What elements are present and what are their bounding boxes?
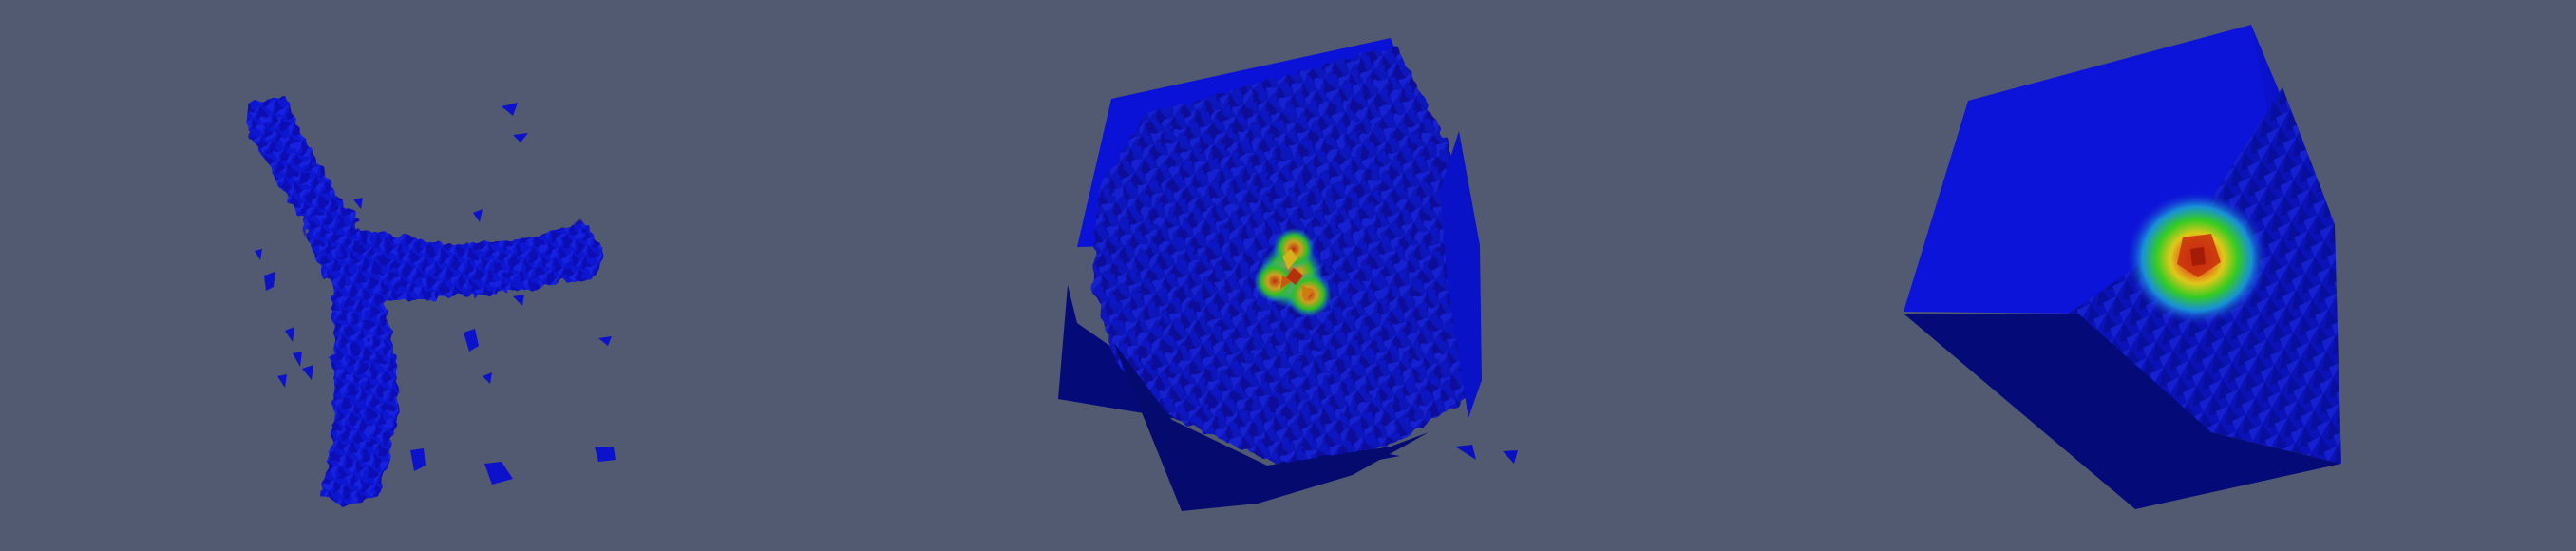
render-panel-isosurface[interactable] (0, 0, 859, 551)
tripod-isosurface (245, 97, 604, 505)
volume-render (1058, 38, 1518, 511)
isosurface-fragments (255, 103, 616, 484)
radial-hotspot (2127, 192, 2267, 325)
clipped-cube (1904, 25, 2341, 509)
clipped-cube-render (1904, 25, 2341, 509)
isosurface-render (245, 97, 616, 505)
render-panel-volume[interactable] (859, 0, 1717, 551)
volume-fragments (1455, 445, 1518, 464)
tripod-hotspot (1254, 228, 1332, 317)
render-panel-clipped-cube[interactable] (1717, 0, 2576, 551)
